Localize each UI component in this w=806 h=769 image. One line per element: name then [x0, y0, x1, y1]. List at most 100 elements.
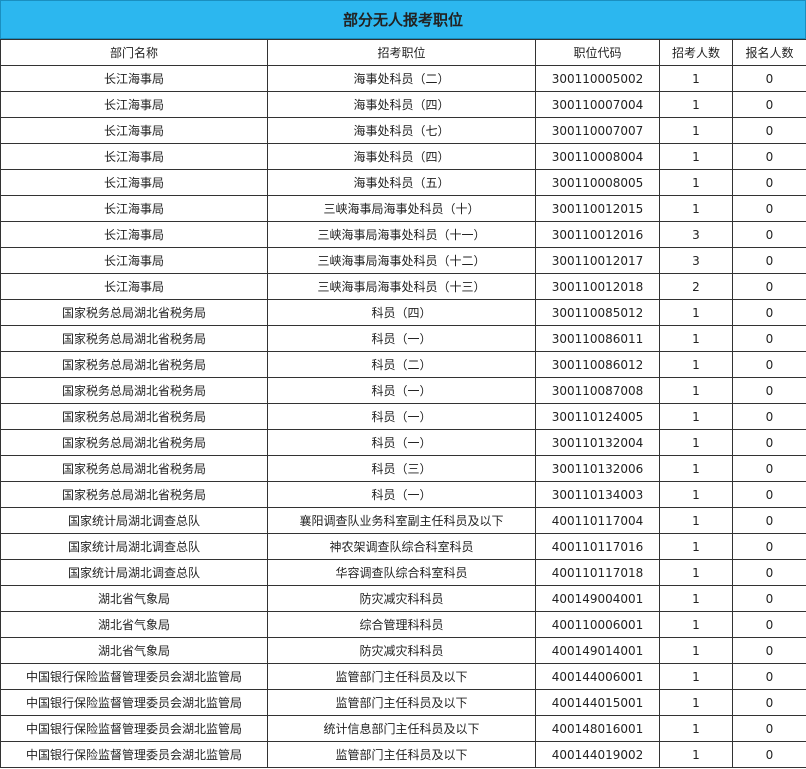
table-row: 国家税务总局湖北省税务局 科员（一） 300110124005 1 0: [0, 403, 806, 430]
header-row: 部门名称 招考职位 职位代码 招考人数 报名人数: [0, 39, 806, 66]
quota-cell: 1: [659, 169, 733, 196]
quota-cell: 1: [659, 403, 733, 430]
applicants-cell: 0: [732, 351, 806, 378]
department-cell: 中国银行保险监督管理委员会湖北监管局: [0, 663, 268, 690]
applicants-cell: 0: [732, 481, 806, 508]
applicants-cell: 0: [732, 117, 806, 144]
col-applicants: 报名人数: [732, 39, 806, 66]
code-cell: 300110007004: [535, 91, 660, 118]
applicants-cell: 0: [732, 299, 806, 326]
table-row: 国家统计局湖北调查总队 神农架调查队综合科室科员 400110117016 1 0: [0, 533, 806, 560]
position-cell: 神农架调查队综合科室科员: [267, 533, 536, 560]
department-cell: 中国银行保险监督管理委员会湖北监管局: [0, 715, 268, 742]
applicants-cell: 0: [732, 429, 806, 456]
positions-table: 部门名称 招考职位 职位代码 招考人数 报名人数 长江海事局 海事处科员（二） 30…: [0, 39, 806, 768]
department-cell: 长江海事局: [0, 195, 268, 222]
position-cell: 襄阳调查队业务科室副主任科员及以下: [267, 507, 536, 534]
department-cell: 长江海事局: [0, 65, 268, 92]
department-cell: 国家税务总局湖北省税务局: [0, 377, 268, 404]
applicants-cell: 0: [732, 247, 806, 274]
position-cell: 防灾减灾科科员: [267, 637, 536, 664]
applicants-cell: 0: [732, 273, 806, 300]
applicants-cell: 0: [732, 585, 806, 612]
applicants-cell: 0: [732, 377, 806, 404]
code-cell: 300110086012: [535, 351, 660, 378]
department-cell: 国家统计局湖北调查总队: [0, 507, 268, 534]
code-cell: 400144015001: [535, 689, 660, 716]
position-cell: 海事处科员（四）: [267, 143, 536, 170]
position-cell: 科员（三）: [267, 455, 536, 482]
quota-cell: 3: [659, 221, 733, 248]
applicants-cell: 0: [732, 169, 806, 196]
table-title: 部分无人报考职位: [0, 0, 806, 39]
table-row: 国家税务总局湖北省税务局 科员（二） 300110086012 1 0: [0, 351, 806, 378]
table-row: 湖北省气象局 综合管理科科员 400110006001 1 0: [0, 611, 806, 638]
col-department: 部门名称: [0, 39, 268, 66]
table-row: 长江海事局 海事处科员（七） 300110007007 1 0: [0, 117, 806, 144]
applicants-cell: 0: [732, 663, 806, 690]
code-cell: 300110012015: [535, 195, 660, 222]
department-cell: 长江海事局: [0, 247, 268, 274]
position-cell: 三峡海事局海事处科员（十一）: [267, 221, 536, 248]
code-cell: 400110006001: [535, 611, 660, 638]
quota-cell: 1: [659, 637, 733, 664]
position-cell: 华容调查队综合科室科员: [267, 559, 536, 586]
department-cell: 国家统计局湖北调查总队: [0, 559, 268, 586]
code-cell: 300110005002: [535, 65, 660, 92]
applicants-cell: 0: [732, 715, 806, 742]
quota-cell: 1: [659, 455, 733, 482]
position-cell: 监管部门主任科员及以下: [267, 741, 536, 768]
table-row: 中国银行保险监督管理委员会湖北监管局 监管部门主任科员及以下 40014400600…: [0, 663, 806, 690]
department-cell: 国家税务总局湖北省税务局: [0, 403, 268, 430]
table-row: 国家税务总局湖北省税务局 科员（三） 300110132006 1 0: [0, 455, 806, 482]
applicants-cell: 0: [732, 611, 806, 638]
applicants-cell: 0: [732, 195, 806, 222]
code-cell: 300110008005: [535, 169, 660, 196]
department-cell: 国家税务总局湖北省税务局: [0, 481, 268, 508]
quota-cell: 1: [659, 429, 733, 456]
table-row: 国家税务总局湖北省税务局 科员（一） 300110086011 1 0: [0, 325, 806, 352]
quota-cell: 1: [659, 585, 733, 612]
quota-cell: 1: [659, 507, 733, 534]
position-cell: 科员（一）: [267, 481, 536, 508]
col-code: 职位代码: [535, 39, 660, 66]
code-cell: 300110087008: [535, 377, 660, 404]
col-position: 招考职位: [267, 39, 536, 66]
position-cell: 科员（一）: [267, 325, 536, 352]
applicants-cell: 0: [732, 637, 806, 664]
position-cell: 科员（一）: [267, 429, 536, 456]
code-cell: 400144006001: [535, 663, 660, 690]
applicants-cell: 0: [732, 65, 806, 92]
position-cell: 防灾减灾科科员: [267, 585, 536, 612]
department-cell: 长江海事局: [0, 91, 268, 118]
position-cell: 统计信息部门主任科员及以下: [267, 715, 536, 742]
code-cell: 300110134003: [535, 481, 660, 508]
applicants-cell: 0: [732, 221, 806, 248]
department-cell: 长江海事局: [0, 221, 268, 248]
table-row: 湖北省气象局 防灾减灾科科员 400149004001 1 0: [0, 585, 806, 612]
position-cell: 监管部门主任科员及以下: [267, 663, 536, 690]
department-cell: 国家税务总局湖北省税务局: [0, 351, 268, 378]
department-cell: 湖北省气象局: [0, 585, 268, 612]
table-row: 中国银行保险监督管理委员会湖北监管局 监管部门主任科员及以下 40014401900…: [0, 741, 806, 768]
applicants-cell: 0: [732, 507, 806, 534]
table-row: 长江海事局 海事处科员（四） 300110007004 1 0: [0, 91, 806, 118]
code-cell: 300110132004: [535, 429, 660, 456]
quota-cell: 3: [659, 247, 733, 274]
quota-cell: 1: [659, 325, 733, 352]
code-cell: 400149014001: [535, 637, 660, 664]
quota-cell: 1: [659, 143, 733, 170]
applicants-cell: 0: [732, 325, 806, 352]
code-cell: 300110007007: [535, 117, 660, 144]
applicants-cell: 0: [732, 689, 806, 716]
code-cell: 400110117004: [535, 507, 660, 534]
applicants-cell: 0: [732, 559, 806, 586]
code-cell: 400110117016: [535, 533, 660, 560]
table-row: 长江海事局 海事处科员（五） 300110008005 1 0: [0, 169, 806, 196]
code-cell: 400149004001: [535, 585, 660, 612]
department-cell: 长江海事局: [0, 117, 268, 144]
quota-cell: 2: [659, 273, 733, 300]
position-cell: 科员（四）: [267, 299, 536, 326]
code-cell: 400144019002: [535, 741, 660, 768]
position-cell: 科员（二）: [267, 351, 536, 378]
